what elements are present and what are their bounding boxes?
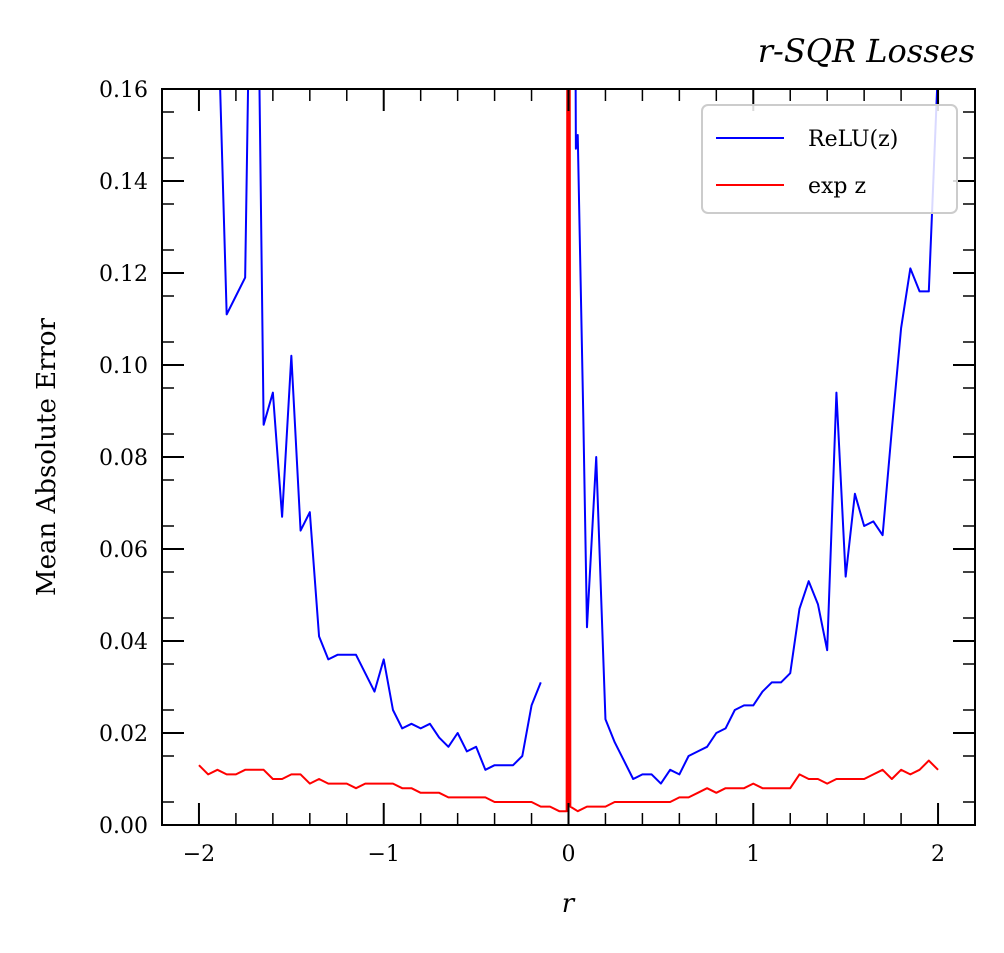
x-tick-label: 0 <box>562 842 576 867</box>
x-tick-label: 1 <box>746 842 760 867</box>
x-tick-label: 2 <box>931 842 945 867</box>
x-ticks: −2 −1 0 1 2 <box>161 89 976 867</box>
series-line-0-segment-1 <box>574 89 939 785</box>
x-tick-label: −1 <box>368 842 400 867</box>
y-ticks: 0.00 0.02 0.04 0.06 0.08 0.10 0.12 0.14 0.16 <box>99 78 975 839</box>
legend-label-exp: exp z <box>808 174 866 199</box>
y-tick-label: 0.12 <box>99 262 148 287</box>
y-tick-label: 0.14 <box>99 170 148 195</box>
y-tick-label: 0.02 <box>99 722 148 747</box>
legend-label-relu: ReLU(z) <box>808 127 898 152</box>
x-axis-label: r <box>562 889 576 919</box>
y-tick-label: 0.04 <box>99 630 148 655</box>
series-line-0-segment-0 <box>219 89 542 771</box>
y-tick-label: 0.08 <box>99 446 148 471</box>
y-tick-label: 0.16 <box>99 78 148 103</box>
y-tick-label: 0.10 <box>99 354 148 379</box>
chart-title: r-SQR Losses <box>758 32 975 70</box>
y-tick-label: 0.00 <box>99 814 148 839</box>
legend: ReLU(z) exp z <box>701 104 958 214</box>
x-tick-label: −2 <box>183 842 215 867</box>
y-axis-label: Mean Absolute Error <box>32 317 62 596</box>
y-tick-label: 0.06 <box>99 538 148 563</box>
